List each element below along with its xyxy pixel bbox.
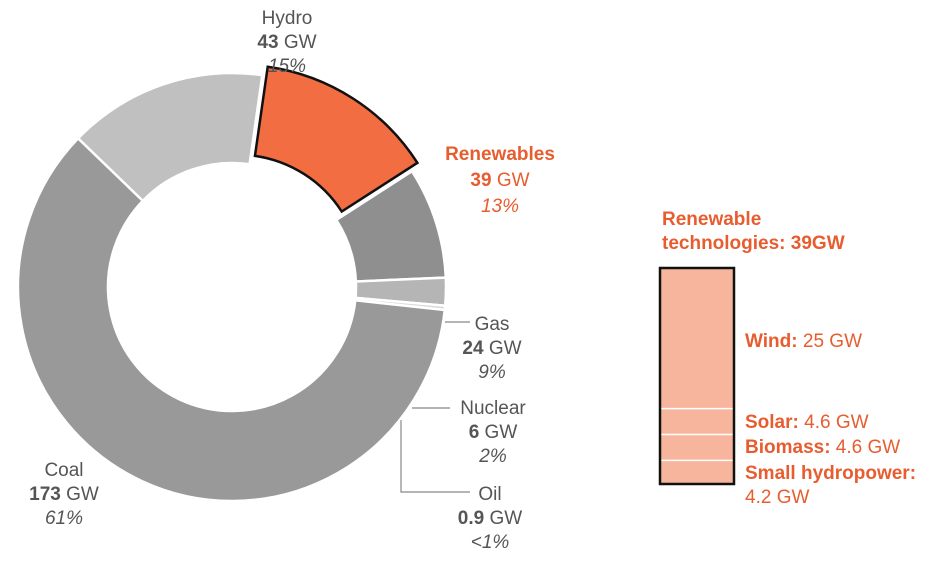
oil-label: Oil 0.9 GW <1% <box>458 484 522 553</box>
coal-name: Coal <box>44 460 83 481</box>
oil-value: 0.9 GW <box>458 508 522 529</box>
gas-percent: 9% <box>478 362 506 383</box>
oil-percent: <1% <box>471 532 510 553</box>
renewables-name: Renewables <box>445 144 555 165</box>
biomass-segment <box>660 434 734 461</box>
oil-leader-line <box>400 420 470 493</box>
stacked-bar <box>660 268 734 484</box>
small-hydropower-value: 4.2 GW <box>745 487 809 508</box>
hydro-label: Hydro 43 GW 15% <box>257 8 316 77</box>
coal-slice <box>16 136 447 503</box>
coal-value: 173 GW <box>29 484 99 505</box>
solar-segment <box>660 408 734 435</box>
hydro-value: 43 GW <box>257 32 316 53</box>
wind-label: Wind: 25 GW <box>745 331 862 352</box>
nuclear-percent: 2% <box>478 446 507 467</box>
gas-name: Gas <box>475 314 510 335</box>
solar-label: Solar: 4.6 GW <box>745 412 869 433</box>
gas-label: Gas 24 GW 9% <box>462 314 521 383</box>
hydro-name: Hydro <box>262 8 313 29</box>
renewables-slice <box>253 65 420 214</box>
nuclear-value: 6 GW <box>469 422 518 443</box>
coal-percent: 61% <box>45 508 83 529</box>
donut-chart <box>16 65 448 503</box>
nuclear-label: Nuclear 6 GW 2% <box>460 398 526 467</box>
coal-label: Coal 173 GW 61% <box>29 460 99 529</box>
renewables-label: Renewables 39 GW 13% <box>445 144 555 217</box>
leader-lines <box>400 321 470 493</box>
renewable-breakdown: Renewable technologies: 39GW Wind: 25 GW… <box>658 209 916 508</box>
breakdown-title-line2: technologies: 39GW <box>662 233 845 254</box>
renewables-percent: 13% <box>481 196 519 217</box>
gas-value: 24 GW <box>462 338 521 359</box>
small-hydropower-segment <box>660 460 734 484</box>
breakdown-title-line1: Renewable <box>662 209 761 230</box>
hydro-percent: 15% <box>268 56 306 77</box>
renewables-value: 39 GW <box>470 170 529 191</box>
nuclear-name: Nuclear <box>460 398 526 419</box>
hydro-slice <box>76 71 264 203</box>
biomass-label: Biomass: 4.6 GW <box>745 437 900 458</box>
small-hydropower-label: Small hydropower: <box>745 463 916 484</box>
oil-name: Oil <box>478 484 501 505</box>
stacked-bar-border <box>658 266 736 486</box>
wind-segment <box>660 268 734 409</box>
